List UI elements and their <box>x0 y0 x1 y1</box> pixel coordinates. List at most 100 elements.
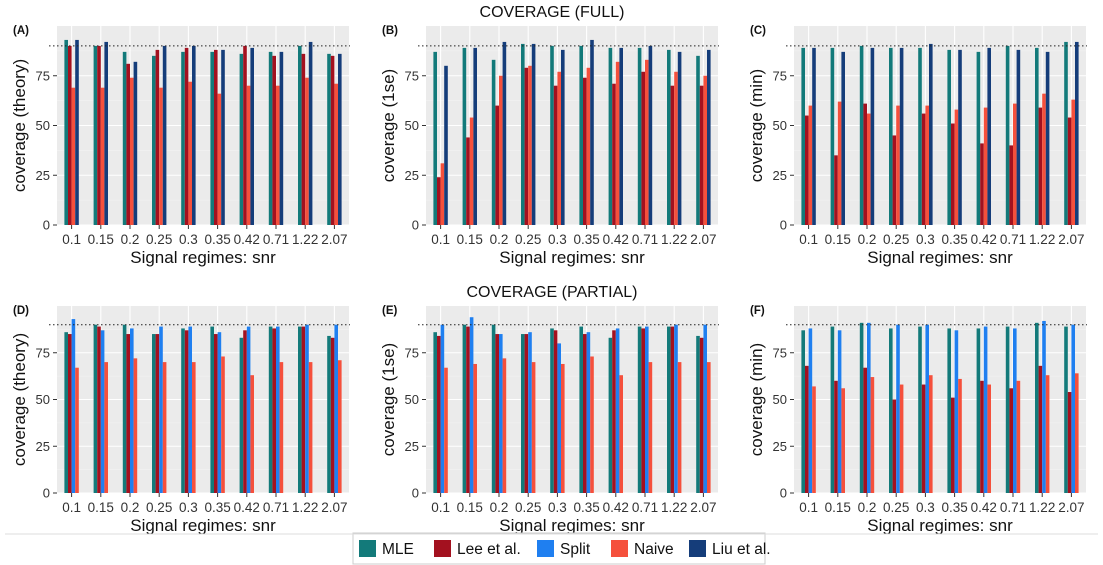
bar-naive <box>162 362 167 493</box>
bar-naive <box>870 377 875 493</box>
bar-naive <box>133 358 138 493</box>
bar-liu-et-al <box>1016 49 1021 225</box>
x-tick-label: 0.3 <box>916 500 935 515</box>
bar-lee-et-al <box>641 71 645 226</box>
bar-liu-et-al <box>250 47 254 225</box>
bar-mle <box>268 51 273 226</box>
bar-mle <box>947 328 951 493</box>
bar-lee-et-al <box>553 330 558 493</box>
bar-lee-et-al <box>834 155 838 225</box>
bar-lee-et-al <box>699 337 704 493</box>
bar-mle <box>608 337 613 493</box>
bar-liu-et-al <box>133 61 138 225</box>
x-tick-label: 0.42 <box>603 232 629 247</box>
bar-naive <box>1016 380 1021 493</box>
bar-liu-et-al <box>104 41 108 225</box>
bar-lee-et-al <box>863 103 867 225</box>
bar-liu-et-al <box>958 49 962 225</box>
x-tick-label: 0.3 <box>179 500 198 515</box>
y-tick-label: 75 <box>405 68 419 83</box>
section-title-partial: COVERAGE (PARTIAL) <box>467 284 638 301</box>
bar-lee-et-al <box>495 334 499 493</box>
bar-split <box>246 326 251 493</box>
x-tick-label: 2.07 <box>321 232 347 247</box>
bar-naive <box>334 83 338 226</box>
bar-mle <box>210 51 214 226</box>
legend-label-mle: MLE <box>382 541 414 558</box>
bar-mle <box>696 55 700 225</box>
panel-tag: (F) <box>750 305 765 317</box>
bar-mle <box>64 332 68 493</box>
x-axis-label: Signal regimes: snr <box>499 516 645 535</box>
bar-liu-et-al <box>841 51 845 226</box>
x-axis-label: Signal regimes: snr <box>867 248 1013 267</box>
x-tick-label: 0.15 <box>825 232 851 247</box>
x-tick-label: 0.25 <box>146 500 172 515</box>
bar-naive <box>808 105 813 225</box>
panel-a: 0 25 50 75 0.1 0.15 0.2 0.25 0.3 0.35 0.42 0.71 1.22… <box>10 25 350 267</box>
legend-label-lee-et-al: Lee et al. <box>457 541 521 558</box>
x-tick-label: 2.07 <box>1058 500 1084 515</box>
bar-lee-et-al <box>1038 365 1043 493</box>
x-tick-label: 0.25 <box>515 232 541 247</box>
bar-mle <box>889 47 893 225</box>
y-tick-label: 0 <box>412 218 419 233</box>
legend: MLE Lee et al. Split Naive Liu et al. <box>5 532 1098 565</box>
bar-mle <box>608 47 613 225</box>
bar-lee-et-al <box>437 177 441 225</box>
bar-naive <box>929 375 933 493</box>
bar-split <box>867 322 871 493</box>
x-tick-label: 0.35 <box>204 500 230 515</box>
x-tick-label: 0.35 <box>941 232 967 247</box>
bar-naive <box>648 362 653 493</box>
bar-mle <box>801 330 805 493</box>
bar-mle <box>550 45 554 226</box>
bar-split <box>469 317 474 493</box>
bar-naive <box>899 384 904 493</box>
x-tick-label: 0.35 <box>573 232 599 247</box>
x-tick-label: 0.71 <box>263 232 289 247</box>
bar-mle <box>859 45 864 226</box>
bar-naive <box>896 105 900 225</box>
panel-e: 0 25 50 75 0.1 0.15 0.2 0.25 0.3 0.35 0.42 0.71 1.22… <box>379 305 719 535</box>
bar-lee-et-al <box>921 113 926 225</box>
x-tick-label: 2.07 <box>690 232 716 247</box>
bar-lee-et-al <box>1067 392 1072 493</box>
bar-liu-et-al <box>75 39 79 226</box>
bar-naive <box>674 71 678 226</box>
bar-mle <box>491 324 496 493</box>
bar-lee-et-al <box>330 55 335 225</box>
bar-naive <box>987 384 991 493</box>
legend-key-split <box>537 540 554 557</box>
bar-lee-et-al <box>495 105 499 225</box>
x-tick-label: 1.22 <box>292 500 318 515</box>
bar-mle <box>637 326 642 493</box>
bar-split <box>1042 320 1046 493</box>
bar-split <box>305 324 309 493</box>
bar-mle <box>521 43 525 225</box>
x-tick-label: 0.2 <box>858 232 877 247</box>
y-tick-label: 75 <box>36 68 50 83</box>
bar-split <box>983 326 988 493</box>
bar-mle <box>433 51 437 226</box>
x-tick-label: 0.25 <box>883 232 909 247</box>
bar-liu-et-al <box>677 51 682 226</box>
bar-naive <box>444 367 448 493</box>
bar-split <box>217 332 222 493</box>
bar-mle <box>976 328 981 493</box>
bar-mle <box>1035 322 1039 493</box>
bar-lee-et-al <box>68 45 72 226</box>
bar-naive <box>71 87 76 225</box>
bar-naive <box>469 117 474 225</box>
y-tick-label: 25 <box>36 168 50 183</box>
x-tick-label: 0.42 <box>971 500 997 515</box>
y-axis-label: coverage (theory) <box>10 59 29 192</box>
y-axis-label: coverage (min) <box>747 343 766 456</box>
y-tick-label: 75 <box>773 68 787 83</box>
x-axis-label: Signal regimes: snr <box>499 248 645 267</box>
bar-naive <box>954 109 959 225</box>
legend-key-lee-et-al <box>434 540 451 557</box>
x-tick-label: 0.42 <box>971 232 997 247</box>
